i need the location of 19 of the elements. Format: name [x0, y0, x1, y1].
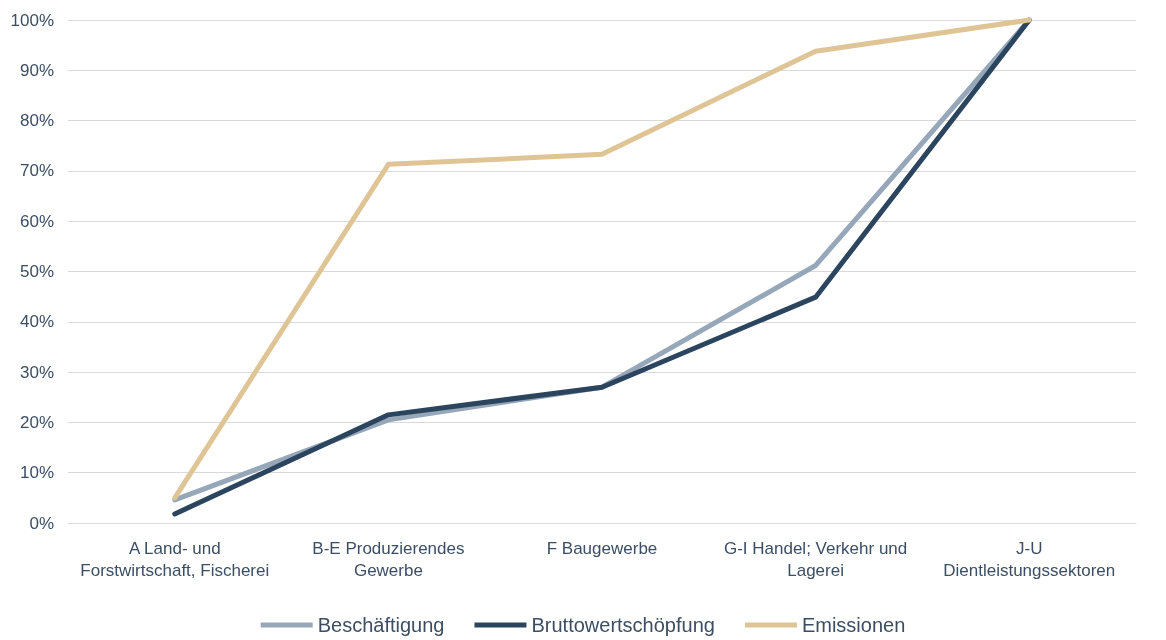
- x-tick-label: J-U Dientleistungssektoren: [943, 538, 1116, 580]
- y-tick-label: 30%: [19, 362, 54, 382]
- y-tick-label: 100%: [10, 10, 54, 30]
- y-tick-label: 0%: [29, 513, 54, 533]
- y-tick-label: 80%: [19, 111, 54, 131]
- legend-label: Beschäftigung: [317, 614, 445, 636]
- y-tick-label: 70%: [19, 161, 54, 181]
- x-tick-label: B-E Produzierendes Gewerbe: [312, 538, 465, 580]
- y-tick-label: 40%: [19, 312, 54, 332]
- y-tick-label: 60%: [19, 211, 54, 231]
- x-tick-label: F Baugewerbe: [546, 538, 658, 558]
- y-tick-label: 90%: [19, 60, 54, 80]
- y-tick-label: 20%: [19, 412, 54, 432]
- x-tick-label: A Land- und Forstwirtschaft, Fischerei: [80, 538, 270, 580]
- y-tick-label: 50%: [19, 262, 54, 281]
- legend-label: Emissionen: [801, 614, 906, 636]
- legend-label: Bruttowertschöpfung: [531, 614, 715, 636]
- y-tick-label: 10%: [19, 463, 54, 483]
- x-tick-label: G-I Handel; Verkehr und Lagerei: [723, 538, 908, 580]
